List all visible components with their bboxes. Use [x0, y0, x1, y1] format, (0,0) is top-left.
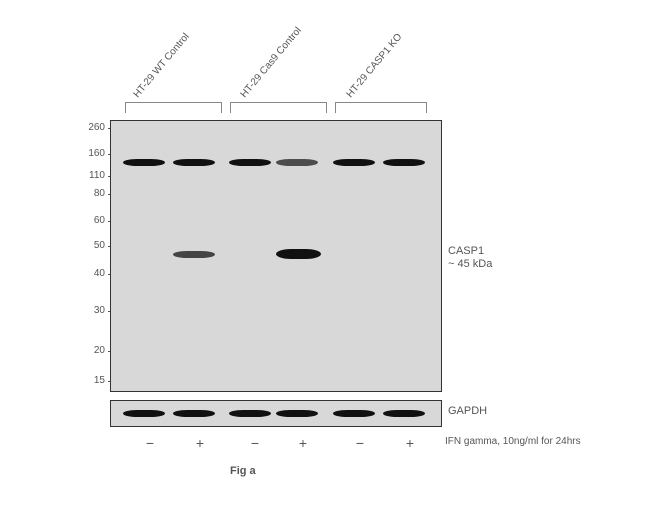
- lane-label-3: HT-29 CASP1 KO: [345, 32, 405, 100]
- casp1-band: [276, 249, 321, 259]
- mw-80: 80: [94, 188, 105, 199]
- gapdh-band: [123, 410, 165, 417]
- gapdh-band: [333, 410, 375, 417]
- treatment-sign: +: [400, 435, 420, 451]
- target-label-gapdh: GAPDH: [448, 405, 487, 417]
- lane-labels-group: HT-29 WT Control HT-29 Cas9 Control HT-2…: [125, 10, 445, 100]
- treatment-row: − + − + − + IFN gamma, 10ng/ml for 24hrs: [125, 435, 625, 455]
- mw-60: 60: [94, 215, 105, 226]
- mw-20: 20: [94, 345, 105, 356]
- casp1-band: [173, 251, 215, 258]
- bracket-3: [335, 102, 427, 113]
- lane-label-1: HT-29 WT Control: [132, 31, 192, 100]
- gapdh-band: [276, 410, 318, 417]
- treatment-sign: −: [140, 435, 160, 451]
- bracket-1: [125, 102, 222, 113]
- gapdh-band: [229, 410, 271, 417]
- target-label-casp1: CASP1: [448, 245, 484, 257]
- treatment-description: IFN gamma, 10ng/ml for 24hrs: [445, 436, 581, 447]
- gapdh-band: [173, 410, 215, 417]
- treatment-sign: +: [293, 435, 313, 451]
- treatment-sign: −: [350, 435, 370, 451]
- nonspecific-band: [229, 159, 271, 166]
- nonspecific-band: [173, 159, 215, 166]
- figure-label: Fig a: [230, 465, 256, 477]
- treatment-sign: +: [190, 435, 210, 451]
- mw-160: 160: [88, 148, 105, 159]
- bracket-2: [230, 102, 327, 113]
- mw-50: 50: [94, 240, 105, 251]
- gapdh-band: [383, 410, 425, 417]
- nonspecific-band: [123, 159, 165, 166]
- lane-label-2: HT-29 Cas9 Control: [239, 25, 304, 100]
- nonspecific-band: [276, 159, 318, 166]
- mw-ladder: 260 160 110 80 60 50 40 30 20 15: [70, 120, 105, 390]
- mw-15: 15: [94, 375, 105, 386]
- western-blot-gapdh: [110, 400, 442, 427]
- target-label-casp1-mw: ~ 45 kDa: [448, 258, 492, 270]
- mw-110: 110: [89, 170, 105, 181]
- lane-brackets: [125, 102, 445, 114]
- nonspecific-band: [383, 159, 425, 166]
- mw-40: 40: [94, 268, 105, 279]
- western-blot-main: [110, 120, 442, 392]
- mw-260: 260: [88, 122, 105, 133]
- treatment-sign: −: [245, 435, 265, 451]
- mw-30: 30: [94, 305, 105, 316]
- nonspecific-band: [333, 159, 375, 166]
